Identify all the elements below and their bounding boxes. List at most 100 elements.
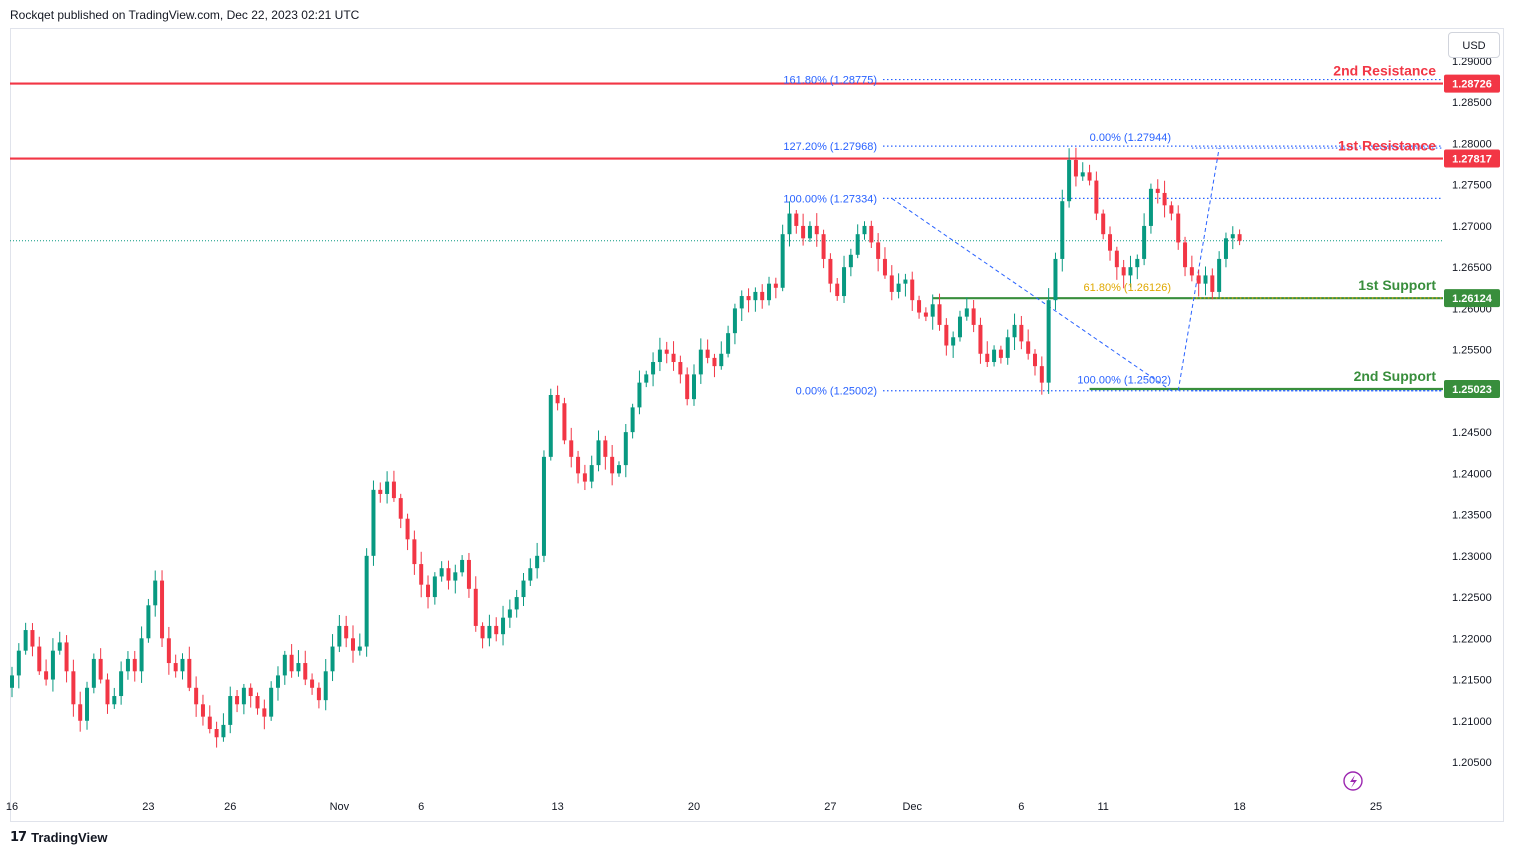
candle-body bbox=[910, 279, 915, 301]
currency-button[interactable]: USD bbox=[1448, 32, 1500, 58]
candle-body bbox=[951, 337, 956, 346]
date-tick-label: 6 bbox=[418, 801, 424, 813]
candle bbox=[767, 276, 772, 306]
candle-body bbox=[1128, 267, 1133, 276]
candle bbox=[501, 605, 506, 646]
candle-body bbox=[507, 609, 512, 618]
candle-body bbox=[821, 234, 826, 259]
candle bbox=[1019, 315, 1024, 350]
chart-frame bbox=[10, 28, 1504, 822]
fib-level-label: 161.80% (1.28775) bbox=[783, 75, 877, 87]
candle bbox=[794, 209, 799, 234]
date-tick-label: 16 bbox=[6, 801, 18, 813]
candle-body bbox=[1189, 267, 1194, 276]
candle-body bbox=[303, 663, 308, 680]
candle-body bbox=[644, 374, 649, 383]
candle-body bbox=[610, 456, 615, 474]
candle bbox=[910, 271, 915, 311]
candle-body bbox=[160, 580, 165, 639]
candle-body bbox=[780, 234, 785, 288]
level-price-badge bbox=[1444, 379, 1500, 398]
candle bbox=[882, 247, 887, 279]
candle bbox=[221, 713, 226, 742]
price-tick-label: 1.23500 bbox=[1452, 510, 1492, 522]
candle-body bbox=[385, 481, 390, 494]
candle-body bbox=[732, 308, 737, 334]
candle-body bbox=[923, 312, 928, 317]
candle-body bbox=[501, 617, 506, 635]
fib-level-label: 0.00% (1.25002) bbox=[796, 386, 877, 398]
price-tick-label: 1.24500 bbox=[1452, 427, 1492, 439]
tradingview-logo[interactable]: 17 TradingView bbox=[10, 830, 107, 845]
candle bbox=[125, 651, 130, 680]
candle-body bbox=[316, 687, 321, 701]
candle bbox=[419, 551, 424, 598]
fib-level-label: 100.00% (1.27334) bbox=[783, 193, 877, 205]
candle bbox=[1087, 164, 1092, 186]
candle-body bbox=[235, 696, 240, 705]
candle bbox=[903, 273, 908, 297]
candle-body bbox=[221, 724, 226, 738]
candle-body bbox=[16, 650, 21, 676]
candle bbox=[1189, 255, 1194, 282]
price-axis: 1.20500 1.21000 1.21500 1.22000 1.22500 1.230… bbox=[1444, 56, 1500, 769]
candle-body bbox=[794, 213, 799, 226]
candle-body bbox=[371, 489, 376, 556]
candle bbox=[739, 290, 744, 322]
overlay-lines bbox=[10, 78, 1443, 392]
candle-body bbox=[37, 646, 42, 672]
candle-body bbox=[869, 225, 874, 243]
date-tick-label: 6 bbox=[1018, 801, 1024, 813]
candle-body bbox=[664, 349, 669, 354]
date-tick-label: 20 bbox=[688, 801, 700, 813]
candle bbox=[337, 614, 342, 653]
candle-body bbox=[1114, 250, 1119, 268]
candle bbox=[971, 300, 976, 333]
candle-body bbox=[139, 638, 144, 672]
candle bbox=[616, 461, 621, 477]
candle-body bbox=[569, 440, 574, 457]
candle bbox=[187, 646, 192, 692]
candle bbox=[446, 560, 451, 590]
candle-body bbox=[1012, 324, 1017, 338]
time-axis: 16 23 26 Nov 6 13 20 27 Dec 6 11 18 25 bbox=[6, 801, 1382, 813]
candle bbox=[985, 341, 990, 368]
candle bbox=[862, 221, 867, 240]
candle-body bbox=[330, 646, 335, 672]
candle bbox=[255, 692, 260, 715]
candle bbox=[535, 542, 540, 579]
price-tick-label: 1.22500 bbox=[1452, 592, 1492, 604]
candle bbox=[780, 224, 785, 292]
candle bbox=[964, 297, 969, 321]
candle bbox=[160, 570, 165, 647]
candle-body bbox=[85, 687, 90, 721]
price-tick-label: 1.21000 bbox=[1452, 716, 1492, 728]
candle-body bbox=[705, 349, 710, 358]
candle-body bbox=[1067, 159, 1072, 202]
fib-level-label: 0.00% (1.27944) bbox=[1090, 132, 1171, 144]
candle bbox=[637, 370, 642, 415]
price-tick-label: 1.27000 bbox=[1452, 221, 1492, 233]
candle-body bbox=[255, 696, 260, 709]
level-price-badge bbox=[1444, 289, 1500, 308]
candle-body bbox=[1039, 366, 1044, 383]
candle-body bbox=[487, 625, 492, 639]
level-name-label: 1st Resistance bbox=[1338, 138, 1436, 154]
candle bbox=[432, 572, 437, 605]
candle-body bbox=[964, 308, 969, 317]
level-name-label: 2nd Resistance bbox=[1333, 63, 1436, 79]
candle-body bbox=[1087, 172, 1092, 181]
candle bbox=[664, 341, 669, 364]
candle bbox=[848, 248, 853, 277]
candle bbox=[610, 444, 615, 486]
level-price-badge bbox=[1444, 74, 1500, 93]
candle bbox=[487, 614, 492, 647]
candle bbox=[119, 661, 124, 705]
candle bbox=[371, 480, 376, 566]
candle-body bbox=[344, 625, 349, 639]
candle-body bbox=[685, 374, 690, 400]
candle-body bbox=[1142, 225, 1147, 259]
candle-body bbox=[1203, 275, 1208, 284]
candle bbox=[166, 626, 171, 675]
